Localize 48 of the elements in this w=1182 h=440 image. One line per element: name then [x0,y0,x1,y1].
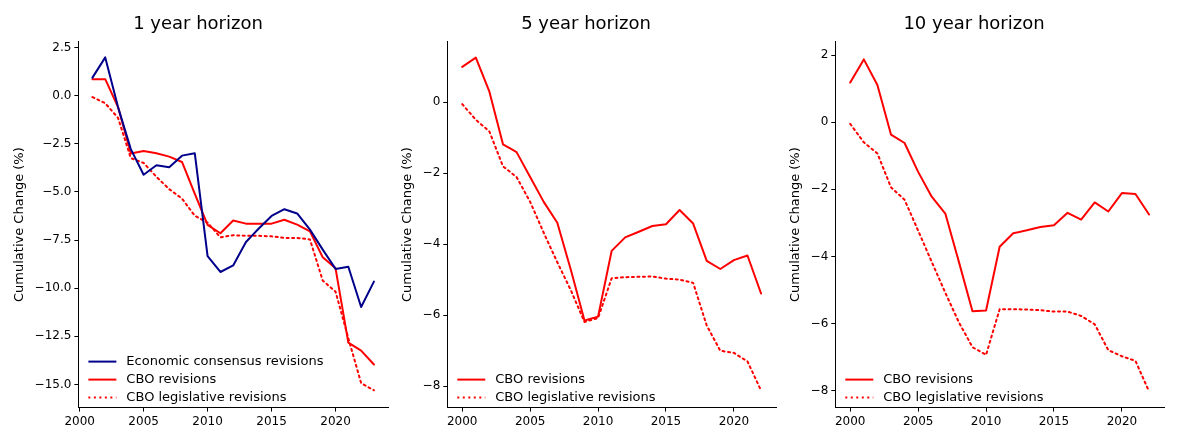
y-tick-label: −10.0 [34,280,72,295]
y-tick-label: 0.0 [52,87,72,102]
legend-label: CBO revisions [883,370,974,386]
y-tick-label: −4 [810,248,829,263]
x-tick-label: 2000 [64,413,95,428]
chart-title: 10 year horizon [903,12,1045,34]
x-tick-label: 2020 [718,413,750,428]
line-series [849,122,1151,393]
x-tick-label: 2005 [128,413,159,428]
y-tick-label: −6 [810,315,829,330]
chart-title: 5 year horizon [521,12,651,34]
y-tick-label: −8 [810,382,829,397]
y-tick-label: 2 [820,47,829,62]
y-tick-label: 0 [432,94,441,109]
x-tick-label: 2020 [1106,413,1138,428]
y-tick-label: −6 [422,307,441,322]
x-tick-label: 2015 [650,413,682,428]
x-tick-label: 2020 [320,413,351,428]
y-tick-label: −12.5 [34,328,72,343]
x-tick-label: 2010 [192,413,223,428]
y-axis-title: Cumulative Change (%) [787,147,803,302]
x-tick-label: 2010 [970,413,1002,428]
x-tick-label: 2005 [902,413,934,428]
chart-title: 1 year horizon [133,12,263,34]
legend-label: CBO legislative revisions [883,388,1044,404]
x-tick-label: 2000 [834,413,866,428]
legend-label: Economic consensus revisions [126,352,324,368]
y-tick-label: 2.5 [52,39,72,54]
y-tick-label: −7.5 [42,232,72,247]
y-tick-label: −5.0 [42,183,72,198]
legend-label: CBO revisions [495,370,586,386]
y-tick-label: 0 [820,114,829,129]
legend-label: CBO revisions [126,370,217,386]
x-tick-label: 2010 [582,413,614,428]
legend-label: CBO legislative revisions [126,388,287,404]
x-tick-label: 2015 [256,413,287,428]
x-tick-label: 2015 [1038,413,1070,428]
y-tick-label: −2 [422,165,441,180]
y-tick-label: −4 [422,236,441,251]
y-tick-label: −2.5 [42,135,72,150]
y-tick-label: −2 [810,181,829,196]
x-tick-label: 2000 [446,413,478,428]
legend-label: CBO legislative revisions [495,388,656,404]
y-axis-title: Cumulative Change (%) [11,147,27,302]
x-tick-label: 2005 [514,413,546,428]
y-tick-label: −8 [422,378,441,393]
y-tick-label: −15.0 [34,376,72,391]
y-axis-title: Cumulative Change (%) [399,147,415,302]
